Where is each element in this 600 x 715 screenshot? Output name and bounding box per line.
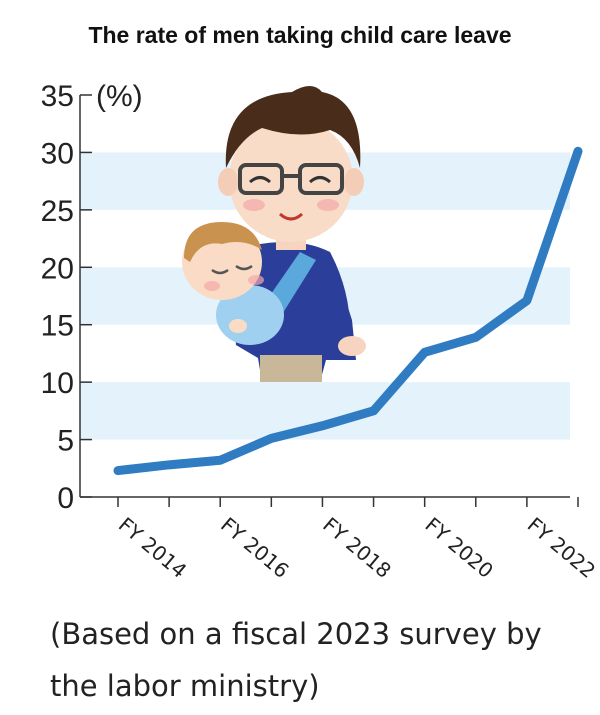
x-axis: FY 2014 FY 2016 FY 2018 FY 2020 FY 2022 [80, 496, 600, 583]
y-tick-label: 15 [41, 310, 74, 343]
y-tick-label: 5 [57, 425, 74, 458]
source-footnote: (Based on a fiscal 2023 survey by the la… [50, 617, 542, 703]
x-tick-label: FY 2014 [114, 512, 191, 582]
y-axis: 0 5 10 15 20 25 30 35 (%) [41, 80, 143, 515]
x-tick-label: FY 2022 [523, 512, 600, 582]
x-tick-label: FY 2018 [318, 512, 395, 582]
y-tick-label: 30 [41, 137, 74, 170]
y-axis-unit: (%) [96, 80, 143, 113]
y-tick-label: 20 [41, 252, 74, 285]
series-line [113, 146, 583, 476]
x-tick-label: FY 2020 [421, 512, 498, 582]
band-0 [80, 382, 570, 440]
y-tick-label: 35 [41, 80, 74, 113]
y-tick-label: 0 [57, 482, 74, 515]
father-holding-baby-illustration [182, 86, 366, 382]
x-tick-label: FY 2016 [216, 512, 293, 582]
y-tick-label: 10 [41, 367, 74, 400]
chart-title: The rate of men taking child care leave [88, 22, 512, 48]
series [113, 146, 583, 476]
y-tick-label: 25 [41, 195, 74, 228]
